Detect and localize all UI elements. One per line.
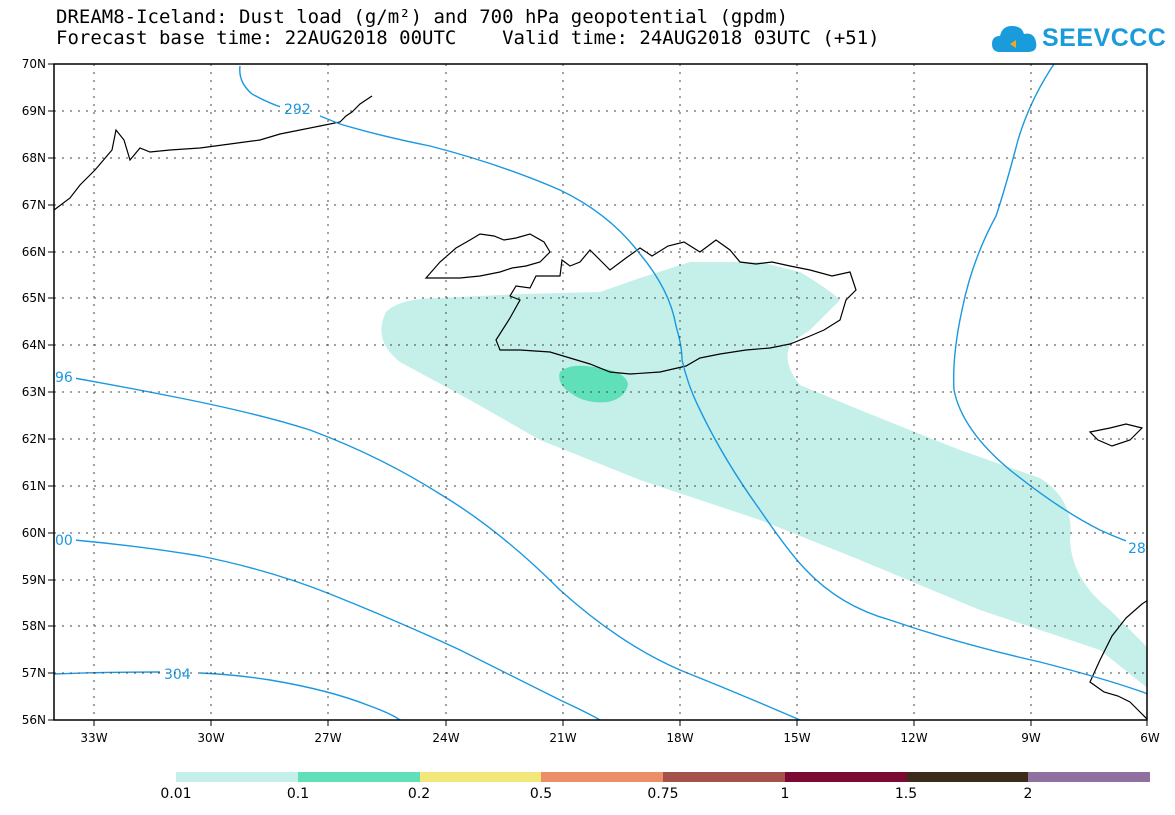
colorbar-swatch [541, 772, 663, 782]
geopotential-contours [54, 64, 1147, 720]
iceland-coast [495, 239, 857, 375]
colorbar-label: 0.75 [647, 786, 679, 802]
contour-288 [953, 64, 1147, 549]
axis-ticks [48, 63, 1148, 726]
colorbar-swatch [1028, 772, 1150, 782]
grid [54, 64, 1147, 720]
lat-label: 66N [22, 245, 46, 259]
contour-label-296: 96 [55, 370, 73, 386]
dust-plume [381, 262, 1147, 688]
lat-label: 70N [22, 57, 46, 71]
lat-label: 64N [22, 338, 46, 352]
lat-label: 62N [22, 432, 46, 446]
colorbar-label: 2 [1023, 786, 1033, 802]
colorbar-swatch [784, 772, 907, 782]
lon-label: 27W [314, 731, 341, 745]
colorbar-label: 0.2 [407, 786, 431, 802]
scotland-coast [1089, 599, 1147, 720]
colorbar-swatch [176, 772, 298, 782]
iceland-westfjords [424, 233, 551, 279]
colorbar-label: 0.1 [286, 786, 310, 802]
contour-300 [73, 539, 601, 720]
colorbar-label: 0.5 [529, 786, 553, 802]
map-title: DREAM8-Iceland: Dust load (g/m²) and 700… [56, 6, 789, 28]
greenland-coast [54, 95, 373, 211]
colorbar-swatch [906, 772, 1029, 782]
dust-mid-patch [559, 365, 628, 403]
lat-labels: 70N 69N 68N 67N 66N 65N 64N 63N 62N 61N … [22, 57, 46, 727]
lat-label: 60N [22, 526, 46, 540]
lat-label: 68N [22, 151, 46, 165]
colorbar-label: 1.5 [894, 786, 918, 802]
lat-label: 61N [22, 479, 46, 493]
colorbar [176, 772, 1150, 782]
lon-labels: 33W 30W 27W 24W 21W 18W 15W 12W 9W 6W [80, 731, 1159, 745]
colorbar-swatch [663, 772, 785, 782]
map-subtitle: Forecast base time: 22AUG2018 00UTC Vali… [56, 27, 880, 49]
seevccc-logo: SEEVCCC [990, 18, 1166, 60]
lon-label: 33W [80, 731, 107, 745]
contour-label-304: 304 [164, 667, 191, 683]
lon-label: 21W [549, 731, 576, 745]
contour-304 [54, 671, 401, 720]
faroe-coast [1088, 423, 1144, 447]
lon-label: 6W [1140, 731, 1160, 745]
cloud-icon [992, 26, 1037, 52]
lat-label: 59N [22, 573, 46, 587]
contour-label-292: 292 [284, 102, 311, 118]
contour-label-288: 28 [1128, 541, 1146, 557]
lat-label: 63N [22, 385, 46, 399]
lat-label: 67N [22, 198, 46, 212]
colorbar-label: 1 [780, 786, 790, 802]
lon-label: 18W [666, 731, 693, 745]
lon-label: 12W [900, 731, 927, 745]
contour-292 [239, 65, 1147, 695]
logo-text: SEEVCCC [1042, 24, 1167, 52]
contour-label-300: 00 [55, 533, 73, 549]
lat-label: 69N [22, 104, 46, 118]
lat-label: 58N [22, 619, 46, 633]
lon-label: 30W [197, 731, 224, 745]
contour-296 [73, 377, 801, 720]
colorbar-swatch [419, 772, 542, 782]
coastlines [54, 95, 1147, 720]
colorbar-swatch [297, 772, 420, 782]
lon-label: 24W [432, 731, 459, 745]
lat-label: 56N [22, 713, 46, 727]
lat-label: 57N [22, 666, 46, 680]
lon-label: 15W [783, 731, 810, 745]
lat-label: 65N [22, 291, 46, 305]
colorbar-label: 0.01 [160, 786, 192, 802]
lon-label: 9W [1021, 731, 1041, 745]
